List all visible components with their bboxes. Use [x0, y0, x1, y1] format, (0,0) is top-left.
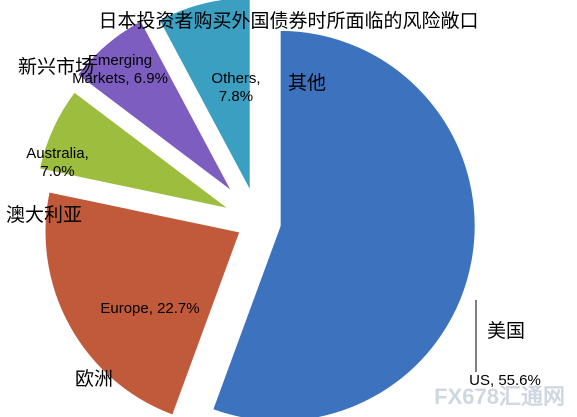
category-label: 澳大利亚	[6, 205, 83, 226]
pie-slice	[210, 28, 477, 417]
chart-title: 日本投资者购买外国债券时所面临的风险敞口	[98, 11, 479, 32]
pie-slice	[75, 18, 235, 194]
value-label: US, 55.6%	[469, 372, 541, 389]
value-label: Europe, 22.7%	[100, 300, 200, 317]
category-label: 新兴市场	[18, 57, 95, 78]
pie-slice	[37, 89, 232, 211]
pie-slice	[157, 0, 252, 194]
watermark: FX678汇通网	[434, 384, 565, 409]
value-label: Emerging Markets, 6.9%	[72, 52, 168, 87]
category-label: 欧洲	[75, 369, 114, 390]
value-label: Others, 7.8%	[211, 70, 261, 105]
pie-slice	[43, 190, 242, 417]
category-label: 其他	[288, 73, 327, 94]
category-label: 美国	[487, 321, 526, 342]
value-label: Australia, 7.0%	[26, 145, 89, 180]
